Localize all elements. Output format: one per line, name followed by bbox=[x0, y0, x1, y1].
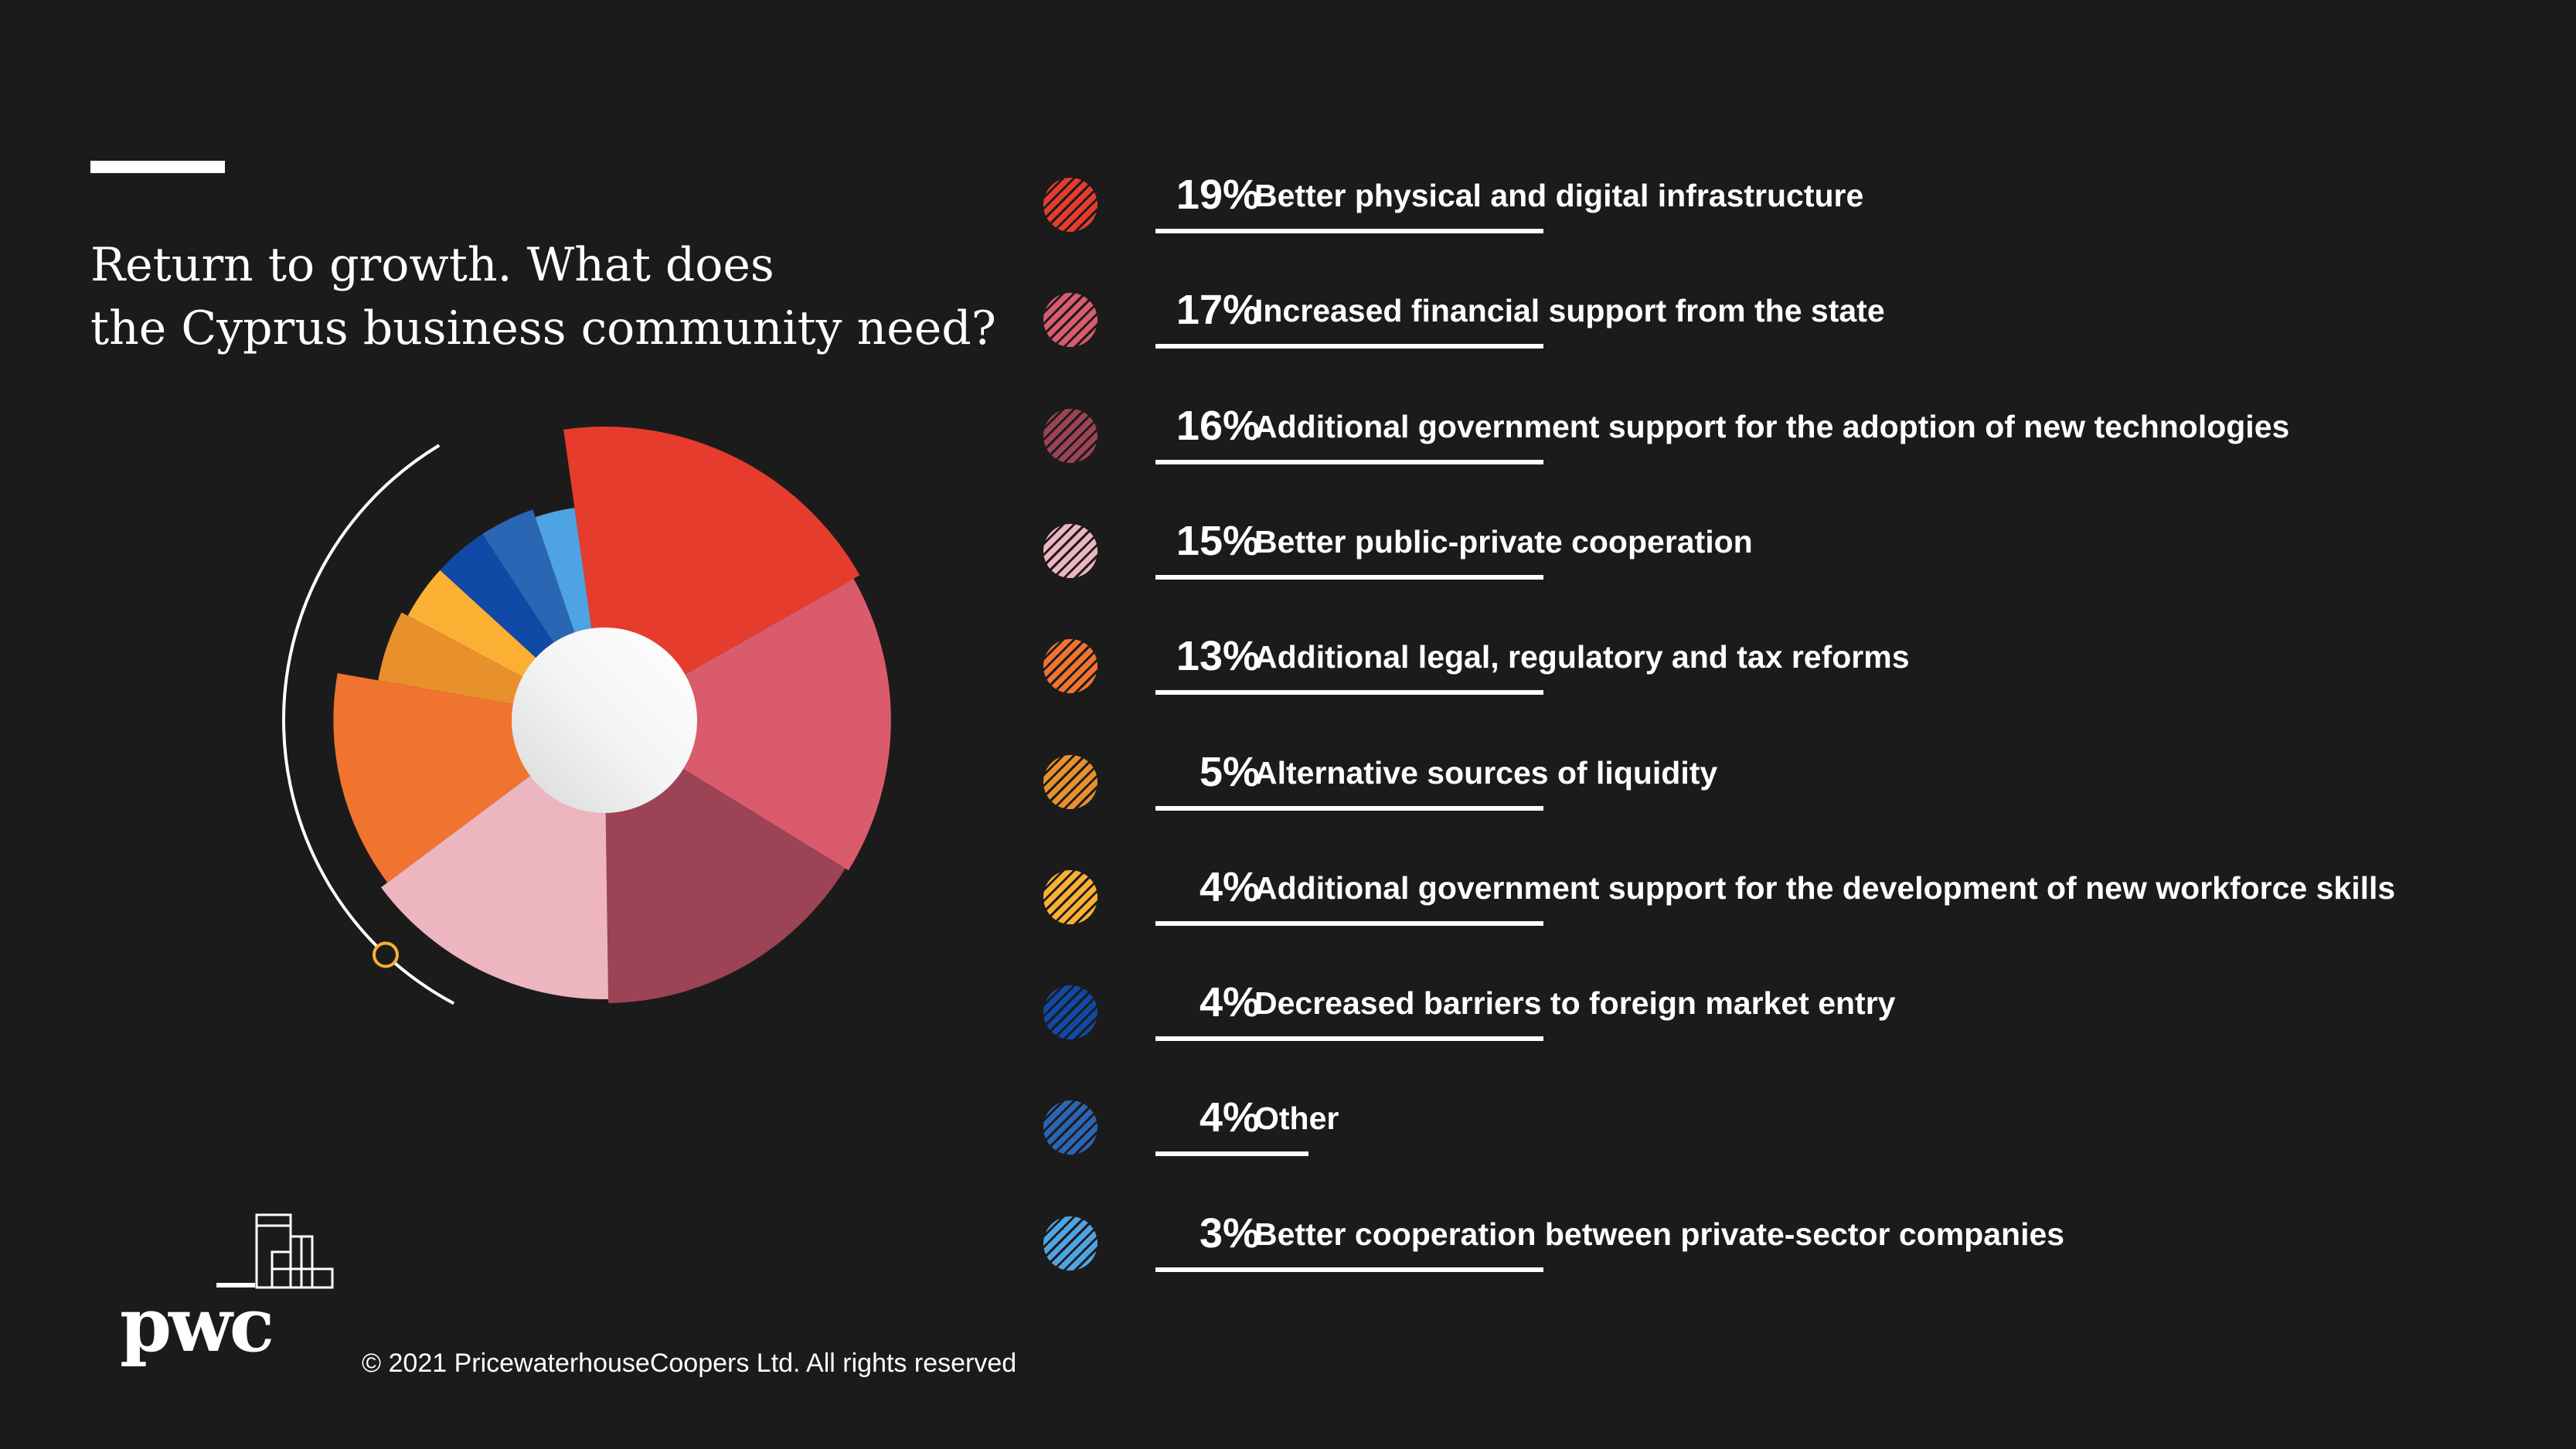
pwc-logo: pwc bbox=[120, 1281, 274, 1369]
legend-percent: 4% bbox=[1199, 1094, 1260, 1141]
legend-label: Other bbox=[1254, 1100, 1339, 1137]
label-underline bbox=[1254, 344, 1543, 349]
legend-swatch bbox=[1043, 523, 1097, 578]
legend-swatch bbox=[1043, 1216, 1097, 1270]
percent-underline bbox=[1155, 920, 1260, 926]
legend-percent: 15% bbox=[1176, 517, 1260, 564]
legend-item: 13% Additional legal, regulatory and tax … bbox=[1036, 631, 2550, 716]
legend-swatch bbox=[1043, 869, 1097, 924]
legend-item: 4% Decreased barriers to foreign market e… bbox=[1036, 978, 2550, 1063]
legend-item: 19% Better physical and digital infrastru… bbox=[1036, 170, 2550, 255]
legend-label: Better public-private cooperation bbox=[1254, 523, 1753, 560]
label-underline bbox=[1254, 574, 1543, 580]
label-underline bbox=[1254, 1151, 1308, 1157]
legend-swatch bbox=[1043, 408, 1097, 463]
label-underline bbox=[1254, 229, 1543, 233]
legend-percent: 19% bbox=[1176, 172, 1260, 218]
label-underline bbox=[1254, 1036, 1543, 1042]
legend-label: Better cooperation between private-secto… bbox=[1254, 1216, 2065, 1252]
legend-item: 16% Additional government support for the… bbox=[1036, 401, 2550, 486]
legend-item: 3% Better cooperation between private-sec… bbox=[1036, 1209, 2550, 1294]
legend-label: Better physical and digital infrastructu… bbox=[1254, 178, 1864, 213]
legend-item: 4% Other bbox=[1036, 1093, 2550, 1178]
legend-item: 15% Better public-private cooperation bbox=[1036, 516, 2550, 601]
percent-underline bbox=[1155, 805, 1260, 811]
title-accent-bar bbox=[90, 161, 225, 173]
label-underline bbox=[1254, 805, 1543, 811]
legend-swatch bbox=[1043, 639, 1097, 694]
legend-percent: 13% bbox=[1176, 633, 1260, 680]
legend-label: Increased financial support from the sta… bbox=[1254, 293, 1885, 329]
decorative-arc bbox=[282, 444, 455, 1005]
legend-swatch bbox=[1043, 293, 1097, 348]
legend-label: Additional government support for the ad… bbox=[1254, 408, 2290, 444]
center-disc bbox=[512, 628, 697, 813]
legend-swatch bbox=[1043, 178, 1097, 232]
percent-underline bbox=[1155, 574, 1260, 580]
title-line-1: Return to growth. What does bbox=[90, 238, 774, 293]
percent-underline bbox=[1155, 459, 1260, 464]
title-line-2: the Cyprus business community need? bbox=[90, 301, 996, 356]
legend-item: 5% Alternative sources of liquidity bbox=[1036, 747, 2550, 832]
arc-marker bbox=[372, 941, 399, 968]
percent-underline bbox=[1155, 344, 1260, 349]
legend-swatch bbox=[1043, 1100, 1097, 1155]
legend-percent: 4% bbox=[1199, 979, 1260, 1026]
legend-percent: 3% bbox=[1199, 1209, 1260, 1257]
percent-underline bbox=[1155, 1036, 1260, 1042]
label-underline bbox=[1254, 1267, 1543, 1272]
label-underline bbox=[1254, 690, 1543, 696]
label-underline bbox=[1254, 459, 1543, 464]
legend-percent: 5% bbox=[1199, 748, 1260, 795]
legend-swatch bbox=[1043, 754, 1097, 809]
legend-swatch bbox=[1043, 985, 1097, 1040]
legend-label: Additional legal, regulatory and tax ref… bbox=[1254, 639, 1910, 675]
percent-underline bbox=[1155, 1151, 1260, 1157]
legend-item: 4% Additional government support for the … bbox=[1036, 862, 2550, 947]
page-title: Return to growth. What does the Cyprus b… bbox=[90, 233, 996, 360]
label-underline bbox=[1254, 920, 1543, 926]
percent-underline bbox=[1155, 229, 1260, 233]
legend-label: Decreased barriers to foreign market ent… bbox=[1254, 985, 1896, 1022]
percent-underline bbox=[1155, 690, 1260, 696]
percent-underline bbox=[1155, 1267, 1260, 1272]
legend-percent: 17% bbox=[1176, 287, 1260, 334]
copyright: © 2021 PricewaterhouseCoopers Ltd. All r… bbox=[362, 1349, 1017, 1378]
legend-percent: 4% bbox=[1199, 863, 1260, 910]
legend-label: Alternative sources of liquidity bbox=[1254, 754, 1718, 791]
legend-percent: 16% bbox=[1176, 402, 1260, 449]
rose-sector-2 bbox=[604, 578, 891, 871]
legend-label: Additional government support for the de… bbox=[1254, 869, 2396, 906]
rose-chart bbox=[282, 427, 891, 1005]
rose-sector-3 bbox=[604, 720, 846, 1003]
pwc-logo-icon bbox=[216, 1213, 334, 1289]
legend-item: 17% Increased financial support from the … bbox=[1036, 285, 2550, 370]
